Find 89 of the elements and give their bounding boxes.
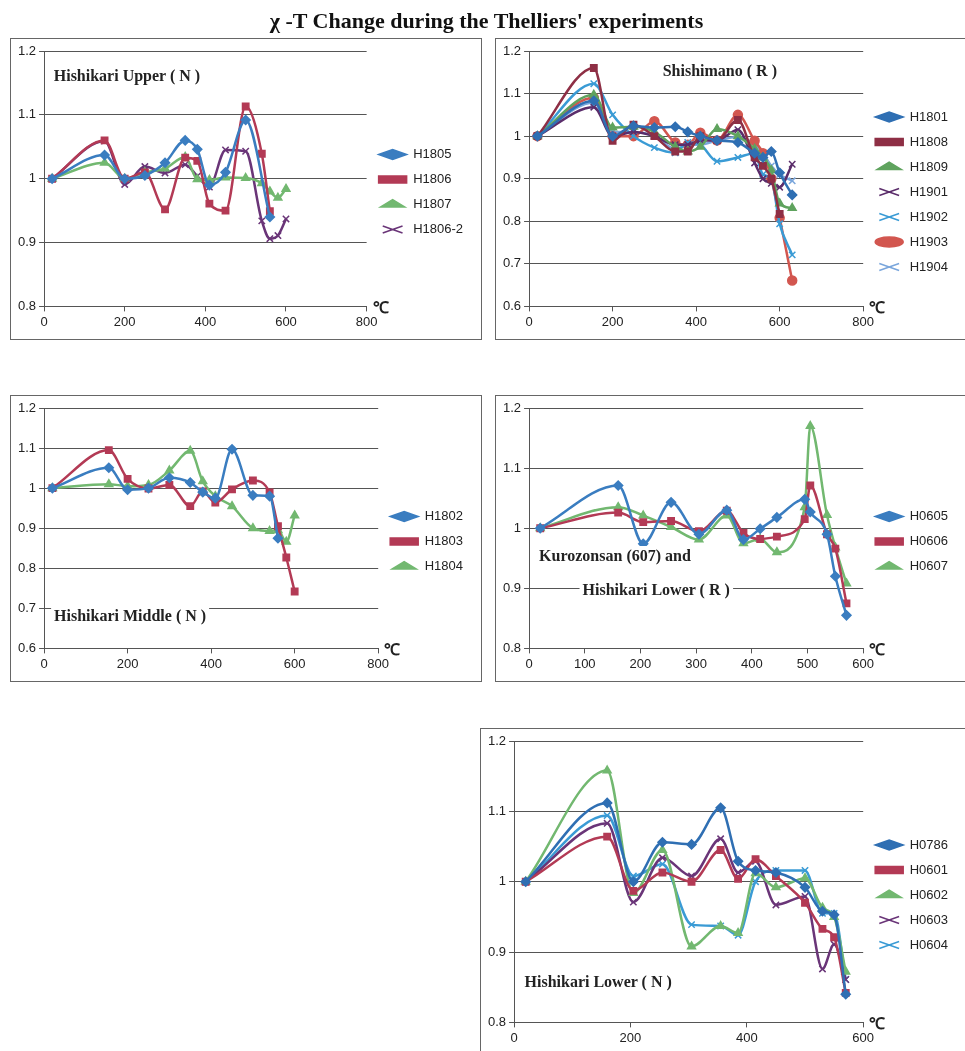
legend-label: H1803: [424, 533, 463, 549]
x-tick-label: 0: [40, 655, 48, 671]
x-tick-label: 600: [852, 655, 875, 671]
x-tick-label: 800: [852, 313, 875, 329]
x-tick-label: 200: [629, 655, 652, 671]
legend-label: H1807: [413, 196, 452, 212]
x-tick-label: 200: [113, 313, 136, 329]
legend-label: H0604: [909, 936, 948, 952]
x-tick-label: 300: [685, 655, 707, 671]
annotation: Hishikari Middle ( N ): [54, 607, 207, 626]
y-tick-label: 1.1: [502, 85, 522, 101]
y-tick-label: 0.9: [17, 519, 37, 535]
x-tick-label: 400: [735, 1029, 758, 1045]
x-tick-label: 600: [768, 313, 791, 329]
legend-label: H0602: [909, 886, 948, 902]
x-tick-label: 200: [116, 655, 139, 671]
y-tick-label: 1: [513, 127, 522, 143]
x-axis-title: ℃: [384, 640, 401, 658]
y-tick-label: 0.8: [17, 559, 37, 575]
y-tick-label: 1: [498, 873, 507, 889]
x-tick-label: 600: [283, 655, 306, 671]
y-tick-label: 0.9: [502, 170, 522, 186]
y-tick-label: 1: [28, 170, 37, 186]
y-tick-label: 0.6: [502, 297, 522, 313]
x-tick-label: 0: [510, 1029, 518, 1045]
x-tick-label: 400: [740, 655, 763, 671]
annotation: Hishikari Lower ( R ): [582, 580, 730, 599]
x-tick-label: 400: [194, 313, 217, 329]
x-tick-label: 200: [601, 313, 624, 329]
legend-label: H0606: [909, 533, 948, 549]
legend-label: H1904: [909, 258, 948, 274]
y-tick-label: 0.9: [487, 943, 507, 959]
legend-label: H1805: [413, 146, 452, 162]
y-tick-label: 0.6: [17, 639, 37, 655]
legend-label: H1801: [909, 108, 948, 124]
legend-label: H1902: [909, 208, 948, 224]
y-tick-label: 0.8: [502, 639, 522, 655]
y-tick-label: 1.1: [17, 106, 37, 122]
y-tick-label: 1: [28, 479, 37, 495]
legend-label: H0607: [909, 558, 948, 574]
x-tick-label: 500: [796, 655, 819, 671]
y-tick-label: 0.8: [487, 1013, 507, 1029]
legend-label: H1802: [424, 508, 463, 524]
annotation: Hishikari Lower ( N ): [524, 973, 672, 992]
legend-label: H1809: [909, 158, 948, 174]
legend-label: H1806-2: [413, 221, 464, 237]
legend-label: H1806: [413, 171, 452, 187]
x-axis-title: ℃: [869, 640, 886, 658]
legend-label: H0605: [909, 508, 948, 524]
y-tick-label: 1: [513, 519, 522, 535]
y-tick-label: 1.2: [17, 42, 37, 58]
x-axis-title: ℃: [869, 298, 886, 316]
x-axis-title: ℃: [372, 298, 389, 316]
x-tick-label: 800: [355, 313, 378, 329]
x-tick-label: 800: [367, 655, 390, 671]
x-tick-label: 600: [852, 1029, 875, 1045]
x-tick-label: 0: [525, 655, 533, 671]
x-tick-label: 400: [200, 655, 222, 671]
legend-label: H1901: [909, 183, 948, 199]
text: χ -T Change during the Thelliers' experiments: [269, 8, 704, 33]
y-tick-label: 0.9: [17, 234, 37, 250]
y-tick-label: 0.7: [502, 255, 522, 271]
y-tick-label: 1.2: [502, 399, 522, 415]
legend-label: H1903: [909, 233, 948, 249]
y-tick-label: 1.1: [487, 802, 507, 818]
legend-label: H1808: [909, 133, 948, 149]
y-tick-label: 1.2: [487, 732, 507, 748]
x-tick-label: 200: [619, 1029, 642, 1045]
y-tick-label: 1.2: [502, 42, 522, 58]
annotation: Kurozonsan (607) and: [539, 547, 691, 566]
annotation: Shishimano ( R ): [662, 61, 777, 80]
y-tick-label: 0.8: [502, 212, 522, 228]
y-tick-label: 0.9: [502, 579, 522, 595]
x-tick-label: 400: [685, 313, 707, 329]
x-tick-label: 0: [40, 313, 48, 329]
legend-label: H1804: [424, 558, 463, 574]
x-axis-title: ℃: [869, 1014, 886, 1032]
legend-label: H0601: [909, 861, 948, 877]
legend-label: H0603: [909, 911, 948, 927]
legend-label: H0786: [909, 836, 948, 852]
x-tick-label: 600: [275, 313, 297, 329]
y-tick-label: 1.1: [17, 439, 37, 455]
y-tick-label: 0.8: [17, 297, 37, 313]
y-tick-label: 0.7: [17, 599, 37, 615]
x-tick-label: 100: [573, 655, 596, 671]
x-tick-label: 0: [525, 313, 533, 329]
annotation: Hishikari Upper ( N ): [53, 66, 201, 85]
y-tick-label: 1.1: [502, 459, 522, 475]
y-tick-label: 1.2: [17, 399, 37, 415]
